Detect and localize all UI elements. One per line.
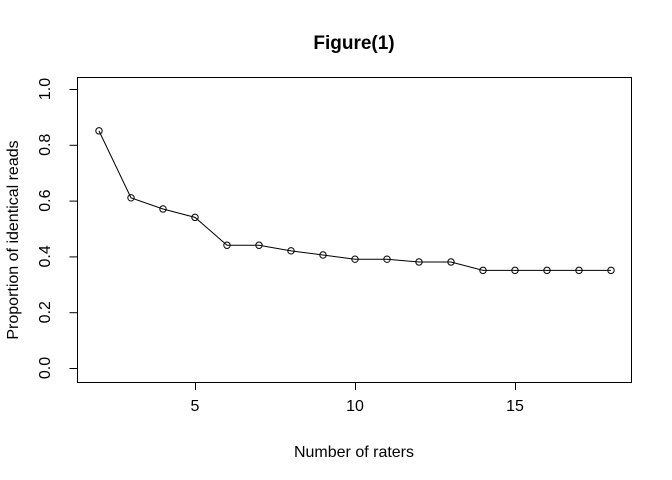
data-point: [255, 241, 263, 249]
y-axis-ticks: 0.0 0.2 0.4 0.6 0.8 1.0: [37, 78, 78, 379]
y-tick-label: 0.6: [37, 189, 54, 211]
x-axis-label: Number of raters: [294, 444, 414, 461]
data-point: [127, 194, 135, 202]
data-point: [95, 127, 103, 135]
data-point: [319, 251, 327, 259]
data-point: [383, 255, 391, 263]
x-tick-label: 10: [346, 398, 364, 415]
data-point: [575, 266, 583, 275]
y-tick-label: 0.4: [37, 245, 54, 267]
plot-border: [77, 77, 632, 383]
x-axis-ticks: 5 10 15: [191, 382, 524, 415]
y-tick-label: 0.2: [37, 301, 54, 323]
data-point: [223, 241, 231, 249]
data-point: [479, 266, 487, 275]
data-point: [159, 205, 167, 213]
data-point: [287, 247, 295, 255]
data-series: [95, 127, 615, 275]
y-tick-label: 1.0: [37, 78, 54, 100]
data-point: [511, 266, 519, 275]
x-tick-label: 15: [506, 398, 524, 415]
y-tick-label: 0.0: [37, 357, 54, 379]
data-point: [543, 266, 551, 275]
y-tick-label: 0.8: [37, 134, 54, 156]
data-line: [98, 130, 611, 271]
data-point: [415, 258, 423, 266]
data-point: [607, 266, 615, 275]
x-tick-label: 5: [191, 398, 200, 415]
chart-title: Figure(1): [313, 33, 394, 54]
data-point: [447, 258, 455, 266]
data-point: [351, 255, 359, 263]
y-axis-label: Proportion of identical reads: [5, 140, 22, 339]
data-point: [191, 213, 199, 222]
